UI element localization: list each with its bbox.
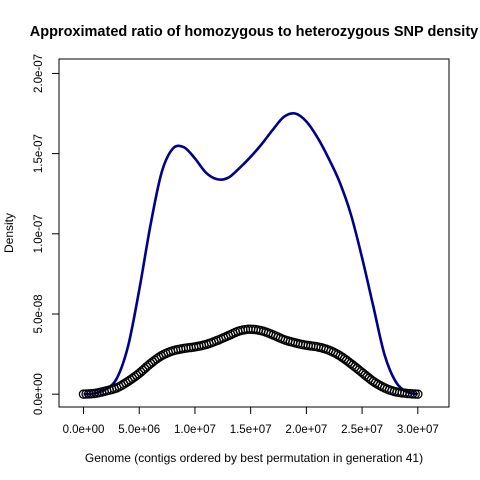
density-point — [413, 389, 423, 399]
x-tick-label: 1.5e+07 — [230, 424, 272, 436]
y-axis-label: Density — [2, 213, 16, 253]
plot-area — [78, 112, 423, 399]
y-tick-label: 2.0e-07 — [33, 54, 45, 93]
x-tick-label: 5.0e+06 — [118, 424, 160, 436]
density-point — [330, 348, 341, 359]
x-tick-label: 2.0e+07 — [285, 424, 327, 436]
chart-title: Approximated ratio of homozygous to hete… — [30, 24, 478, 40]
y-tick-label: 5.0e-08 — [33, 294, 45, 333]
x-tick-label: 0.0e+00 — [63, 424, 105, 436]
y-axis: 0.0e+00 5.0e-08 1.0e-07 1.5e-07 2.0e-07 — [33, 54, 59, 415]
y-tick-label: 0.0e+00 — [33, 373, 45, 415]
plot-frame — [58, 58, 450, 408]
density-line — [83, 112, 419, 396]
x-tick-label: 2.5e+07 — [341, 424, 383, 436]
x-tick-label: 3.0e+07 — [397, 424, 439, 436]
y-tick-label: 1.0e-07 — [33, 214, 45, 253]
x-axis-label: Genome (contigs ordered by best permutat… — [85, 451, 423, 465]
x-axis: 0.0e+00 5.0e+06 1.0e+07 1.5e+07 2.0e+07 2.5e+… — [63, 407, 439, 436]
y-tick-label: 1.5e-07 — [33, 134, 45, 173]
x-tick-label: 1.0e+07 — [174, 424, 216, 436]
